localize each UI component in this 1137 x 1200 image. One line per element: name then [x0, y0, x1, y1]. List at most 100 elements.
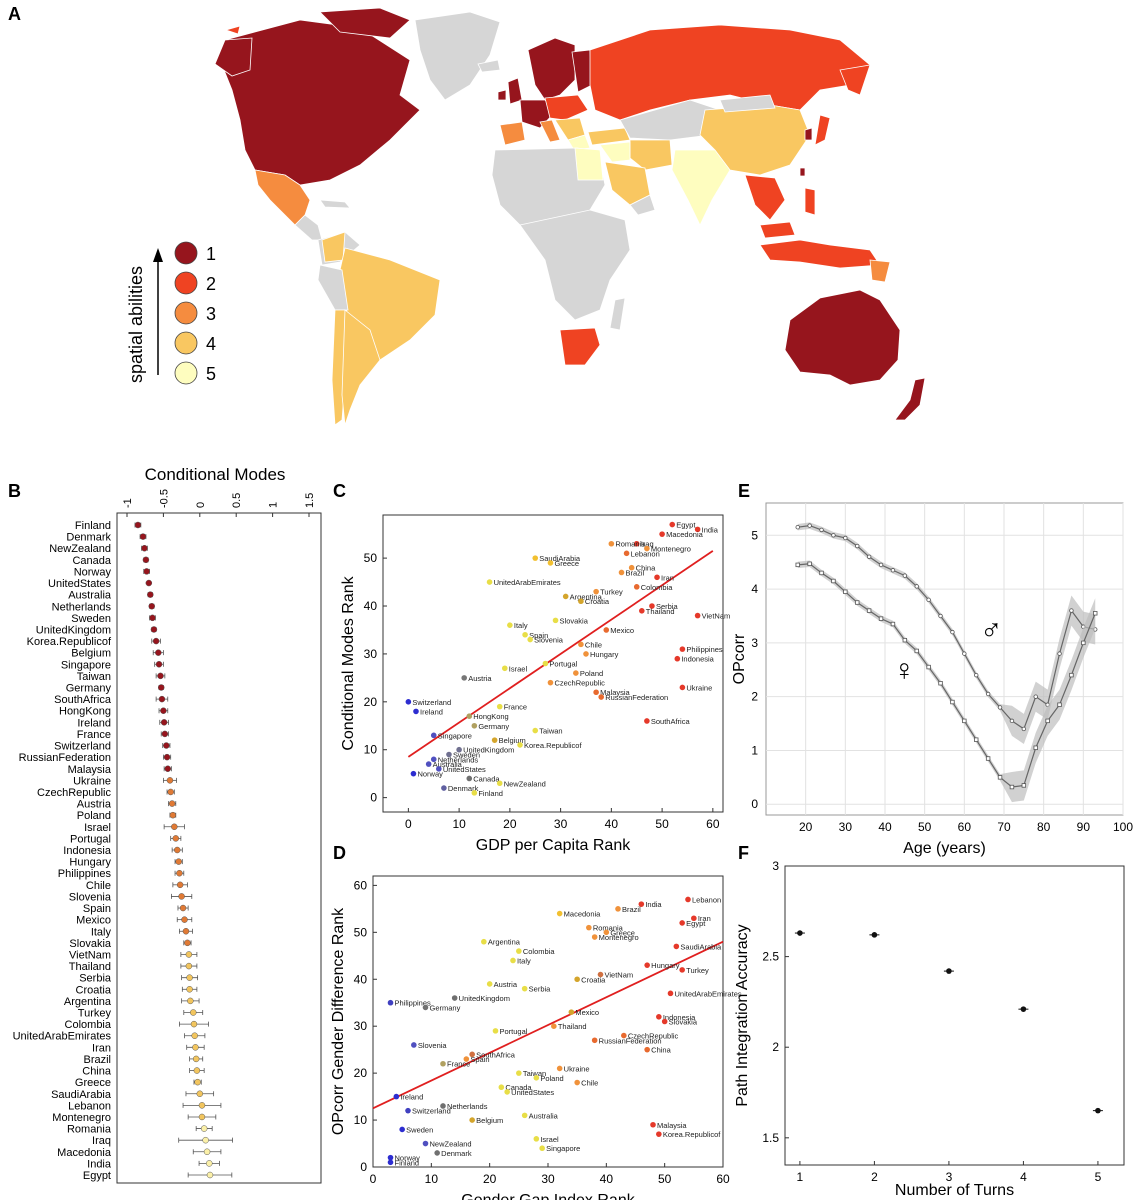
panel-c-point-label: Mexico — [610, 626, 634, 635]
panel-e-marker-square — [974, 737, 979, 742]
panel-b-point-unitedstates — [145, 579, 153, 587]
panel-b-point-colombia — [190, 1020, 198, 1028]
panel-c-point-russianfederation — [598, 694, 605, 700]
panel-b-point-egypt — [206, 1171, 214, 1179]
panel-e-xtick-label: 50 — [918, 820, 932, 834]
panel-c-point-label: Egypt — [676, 521, 696, 530]
legend-arrow-head — [153, 248, 163, 262]
panel-b-point-france — [161, 730, 169, 738]
panel-b-point-switzerland — [163, 742, 170, 749]
region-iraq-levant — [599, 141, 631, 163]
panel-e-frame — [765, 502, 1124, 816]
panel-c-point-label: Macedonia — [666, 530, 704, 539]
panel-e-marker-circle — [938, 613, 943, 619]
panel-c-point-southafrica — [644, 718, 650, 724]
panel-f-point-3 — [946, 968, 952, 974]
panel-b-point-turkey — [189, 1009, 197, 1016]
panel-b-country-label: Australia — [68, 590, 112, 602]
panel-b-country-label: Chile — [86, 880, 111, 892]
panel-d-point-vietnam — [597, 971, 604, 978]
panel-b-point-singapore — [155, 661, 163, 668]
panel-c-xlabel: GDP per Capita Rank — [476, 837, 631, 854]
panel-b-xtick-label: 0 — [195, 502, 207, 508]
panel-f-xlabel: Number of Turns — [895, 1182, 1014, 1199]
region-ireland — [497, 89, 507, 101]
panel-d-point-label: Turkey — [686, 966, 709, 975]
panel-e-xtick-label: 70 — [997, 820, 1011, 834]
panel-d-point-macedonia — [556, 910, 563, 917]
panel-d-point-label: Thailand — [558, 1022, 587, 1031]
panel-c-point-label: Ireland — [420, 707, 443, 716]
panel-d-point-poland — [533, 1075, 540, 1081]
panel-c-point-label: UnitedKingdom — [463, 746, 514, 755]
panel-b-point-southafrica — [158, 695, 166, 703]
panel-d-point-label: Slovenia — [418, 1041, 448, 1050]
panel-d-ytick-label: 10 — [354, 1113, 368, 1127]
panel-b-country-label: HongKong — [59, 706, 111, 718]
female-symbol: ♀ — [893, 654, 916, 687]
panel-b-point-australia — [147, 591, 154, 598]
region-kamchatka — [839, 64, 871, 96]
panel-c-point-lebanon — [623, 550, 630, 557]
panel-e-xtick-label: 20 — [799, 820, 813, 834]
panel-f-ylabel: Path Integration Accuracy — [734, 924, 751, 1106]
panel-c-point-romania — [608, 540, 615, 547]
region-malaysia — [759, 221, 796, 239]
panel-label-b: B — [8, 481, 21, 501]
panel-c-point-label: Indonesia — [681, 655, 714, 664]
panel-c-point-label: Belgium — [499, 736, 526, 745]
panel-b-country-label: Iran — [92, 1042, 111, 1054]
panel-b-point-montenegro — [198, 1113, 206, 1121]
panel-e-marker-square — [1045, 718, 1050, 724]
panel-d-point-label: Canada — [505, 1083, 532, 1092]
panel-b-country-label: Romania — [67, 1124, 112, 1136]
panel-b-country-label: Iraq — [92, 1135, 111, 1147]
panel-c-point-hongkong — [466, 713, 473, 719]
panel-d-point-switzerland — [405, 1107, 411, 1114]
panel-b-point-spain — [179, 904, 187, 912]
panel-b-point-mexico — [181, 916, 188, 923]
panel-c-point-label: Lebanon — [631, 549, 660, 558]
panel-e-xtick-label: 60 — [958, 820, 972, 834]
panel-b-point-netherlands — [148, 603, 156, 610]
panel-d-point-label: Germany — [430, 1003, 461, 1012]
panel-e-xlabel: Age (years) — [903, 840, 986, 857]
panel-d-point-canada — [498, 1084, 505, 1091]
panel-c-point-label: Netherlands — [438, 755, 479, 764]
panel-b-point-sweden — [149, 614, 156, 622]
panel-c-point-spain — [522, 631, 528, 638]
panel-c-point-label: Iraq — [641, 540, 654, 549]
panel-e-marker-square — [807, 561, 812, 566]
map-legend: spatial abilities 1 2 3 4 5 — [126, 241, 216, 385]
panel-c-point-label: Denmark — [448, 784, 479, 793]
panel-b-point-brazil — [192, 1055, 200, 1063]
legend-swatch-3 — [174, 301, 198, 325]
panel-e-age-lines: 20 30 40 50 60 70 80 90 100 0 1 2 3 4 5 Age (years) OPco… — [731, 502, 1133, 857]
panel-b-country-label: Austria — [77, 799, 112, 811]
panel-d-point-sweden — [399, 1126, 405, 1133]
panel-c-point-label: SouthAfrica — [651, 717, 691, 726]
panel-d-point-colombia — [516, 948, 522, 954]
panel-d-point-slovenia — [411, 1042, 417, 1048]
panel-b-point-slovakia — [184, 939, 191, 947]
panel-d-point-unitedarabemirates — [667, 990, 674, 997]
panel-e-marker-square — [914, 648, 919, 654]
panel-f-ytick-label: 2 — [772, 1040, 779, 1054]
panel-c-ytick-label: 0 — [370, 791, 377, 805]
panel-d-point-label: Norway — [395, 1154, 421, 1163]
panel-d-point-label: Iran — [698, 914, 711, 923]
region-china — [699, 104, 811, 176]
panel-b-country-label: Poland — [77, 810, 111, 822]
region-yemen — [629, 194, 656, 216]
panel-b-country-label: Malaysia — [68, 764, 112, 776]
legend-label-1: 1 — [206, 244, 216, 264]
panel-e-marker-circle — [1069, 608, 1074, 613]
panel-e-marker-square — [1081, 640, 1086, 646]
panel-d-point-label: Ukraine — [564, 1064, 590, 1073]
panel-d-point-label: Macedonia — [564, 910, 602, 919]
legend-label-4: 4 — [206, 334, 216, 354]
panel-b-point-unitedarabemirates — [191, 1032, 198, 1039]
panel-d-point-serbia — [521, 985, 528, 992]
panel-b-country-label: UnitedKingdom — [36, 624, 111, 636]
